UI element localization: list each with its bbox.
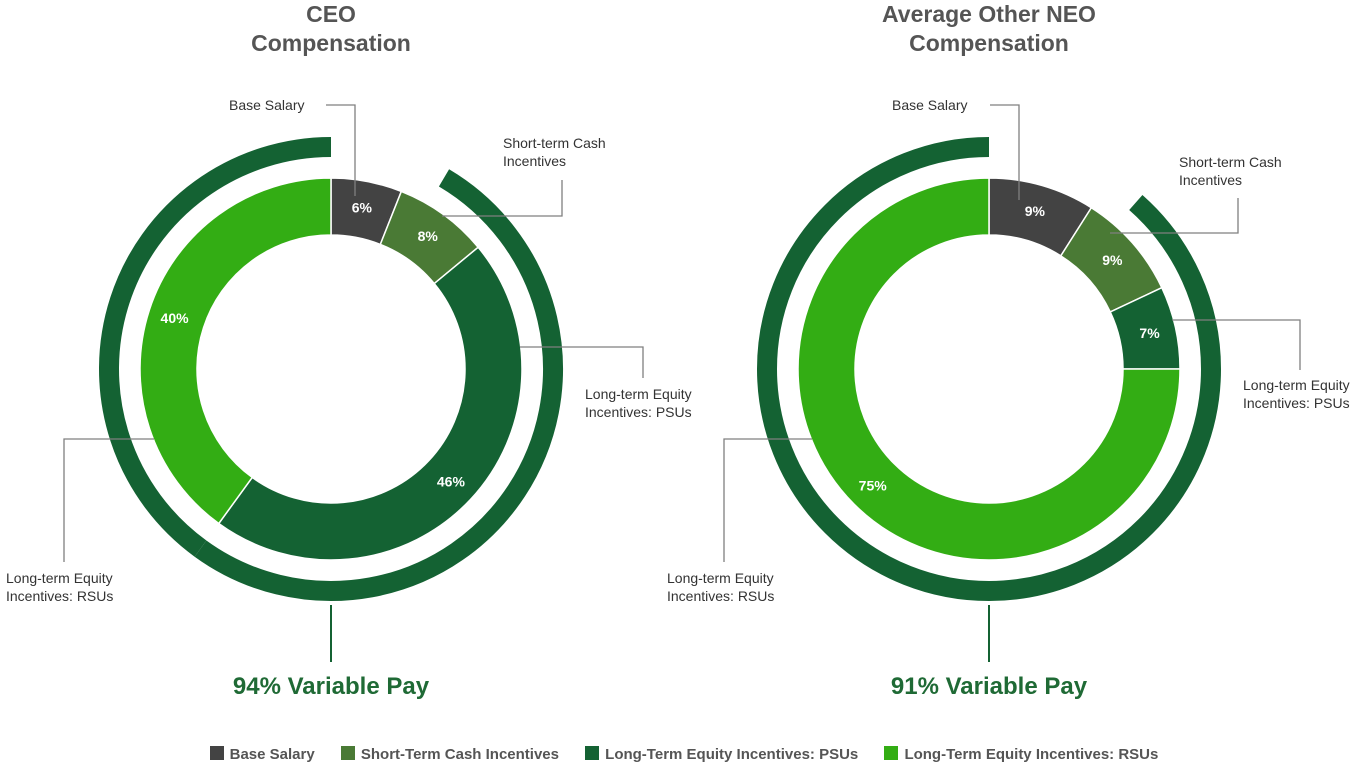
ceo-variable-bracket-rsu (99, 137, 332, 557)
neo-leader-line-cash (1110, 198, 1239, 234)
neo-callout-rsu-line-1: Long-term Equity (667, 570, 774, 586)
ceo-leader-line-base (326, 104, 356, 196)
legend-item-base-salary: Base Salary (209, 746, 315, 763)
neo-callout-short-term-cash: Short-term Cash Incentives (1179, 153, 1282, 189)
legend-label-base-salary: Base Salary (229, 746, 315, 763)
legend-swatch-short-term-cash (340, 746, 355, 760)
ceo-callout-psu-line-2: Incentives: PSUs (585, 404, 692, 420)
neo-callout-psu-line-1: Long-term Equity (1243, 377, 1350, 393)
ceo-leader-line-rsu (63, 438, 154, 562)
ceo-callout-rsu-line-1: Long-term Equity (6, 570, 113, 586)
neo-value-label-lti-rsus: 75% (859, 477, 888, 493)
neo-value-label-short-term-cash: 9% (1102, 252, 1123, 268)
neo-variable-pay-label: 91% Variable Pay (890, 673, 1088, 700)
neo-callout-rsus: Long-term Equity Incentives: RSUs (667, 569, 774, 605)
neo-variable-bracket-rsu (757, 137, 1221, 601)
neo-callout-base-line-1: Base Salary (892, 97, 968, 113)
legend-swatch-lti-rsus (884, 746, 899, 760)
ceo-callout-base-salary: Base Salary (229, 96, 304, 114)
legend-item-short-term-cash: Short-Term Cash Incentives (340, 746, 559, 763)
ceo-variable-bracket-cash-psu (194, 169, 563, 601)
ceo-value-label-base-salary: 6% (352, 199, 373, 215)
neo-callout-rsu-line-2: Incentives: RSUs (667, 588, 775, 604)
donut-charts: 6% 8% 46% 40% 9% 9% 7% 75% (63, 104, 1301, 662)
legend-swatch-base-salary (209, 746, 224, 760)
ceo-callout-psu-line-1: Long-term Equity (585, 386, 692, 402)
ceo-title-line-1: CEO (306, 1, 356, 27)
ceo-callout-psus: Long-term Equity Incentives: PSUs (585, 385, 692, 421)
ceo-title-line-2: Compensation (251, 30, 411, 56)
legend-label-short-term-cash: Short-Term Cash Incentives (360, 746, 559, 763)
neo-title-line-2: Compensation (909, 30, 1069, 56)
ceo-value-label-lti-rsus: 40% (161, 310, 190, 326)
ceo-callout-rsu-line-2: Incentives: RSUs (6, 588, 114, 604)
neo-title-line-1: Average Other NEO (882, 1, 1096, 27)
ceo-slice-lti-rsus (139, 177, 332, 525)
ceo-value-label-lti-psus: 46% (437, 474, 466, 490)
neo-leader-line-psu (1172, 319, 1301, 370)
legend-item-lti-rsus: Long-Term Equity Incentives: RSUs (884, 746, 1158, 763)
ceo-callout-base-line-1: Base Salary (229, 97, 305, 113)
ceo-callout-short-term-cash: Short-term Cash Incentives (503, 134, 606, 170)
neo-value-label-base-salary: 9% (1025, 203, 1046, 219)
ceo-callout-rsus: Long-term Equity Incentives: RSUs (6, 569, 113, 605)
neo-callout-base-salary: Base Salary (892, 96, 967, 114)
ceo-chart-title: CEO Compensation (131, 0, 531, 58)
ceo-variable-pay-label: 94% Variable Pay (232, 673, 430, 700)
ceo-leader-line-cash (442, 180, 563, 217)
ceo-callout-cash-line-2: Incentives (503, 153, 567, 169)
neo-leader-line-rsu (723, 438, 812, 562)
legend-label-lti-rsus: Long-Term Equity Incentives: RSUs (904, 746, 1159, 763)
ceo-value-label-short-term-cash: 8% (418, 228, 439, 244)
neo-callout-psus: Long-term Equity Incentives: PSUs (1243, 376, 1350, 412)
legend-item-lti-psus: Long-Term Equity Incentives: PSUs (585, 746, 858, 763)
neo-variable-bracket-cash-psu (1129, 194, 1221, 370)
neo-slice-lti-rsus (797, 177, 1181, 561)
chart-legend: Base Salary Short-Term Cash Incentives L… (0, 746, 1368, 763)
neo-callout-psu-line-2: Incentives: PSUs (1243, 395, 1350, 411)
neo-callout-cash-line-1: Short-term Cash (1179, 154, 1282, 170)
legend-swatch-lti-psus (585, 746, 600, 760)
ceo-callout-cash-line-1: Short-term Cash (503, 135, 606, 151)
neo-callout-cash-line-2: Incentives (1179, 172, 1243, 188)
legend-label-lti-psus: Long-Term Equity Incentives: PSUs (605, 746, 859, 763)
neo-value-label-lti-psus: 7% (1139, 325, 1160, 341)
ceo-slice-lti-psus (217, 246, 523, 561)
neo-leader-line-base (990, 104, 1020, 200)
neo-chart-title: Average Other NEO Compensation (789, 0, 1189, 58)
ceo-leader-line-psu (520, 346, 644, 378)
